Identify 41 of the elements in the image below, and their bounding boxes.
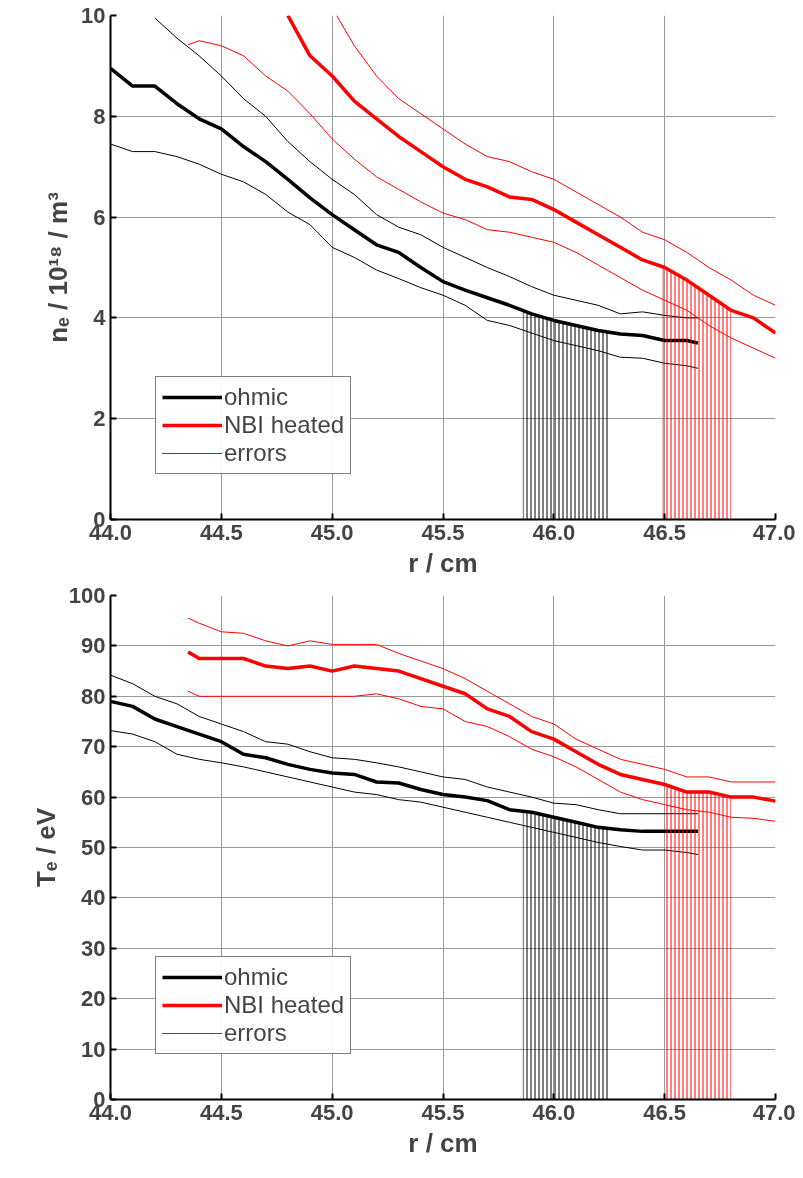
legend-label: ohmic: [224, 383, 289, 411]
line-series: [187, 617, 776, 783]
y-axis-title: nₑ / 10¹⁸ / m³: [43, 191, 74, 343]
x-tick-label: 44.5: [199, 1099, 243, 1125]
y-tick-label: 10: [81, 3, 106, 28]
y-axis-title: Tₑ / eV: [30, 807, 61, 888]
annotation: errors: [224, 439, 287, 467]
line-series: [186, 650, 776, 803]
y-tick-label: 70: [81, 734, 106, 760]
y-tick-label: 6: [93, 204, 106, 230]
y-tick-label: 40: [81, 885, 106, 911]
legend-label: NBI heated: [224, 411, 345, 439]
y-tick-label: 2: [93, 406, 106, 432]
y-tick-label: 60: [81, 784, 106, 810]
x-tick-label: 46.5: [643, 519, 687, 545]
y-tick-label: 10: [81, 1036, 106, 1062]
y-tick-label: 20: [81, 986, 106, 1012]
x-tick-label: 45.5: [421, 1099, 465, 1125]
y-tick-label: 30: [81, 935, 106, 961]
y-tick-label: 8: [93, 103, 106, 129]
x-axis-title: r / cm: [408, 547, 478, 578]
y-tick-label: 80: [81, 683, 106, 709]
x-tick-label: 46.5: [643, 1099, 687, 1125]
x-tick-label: 44.5: [199, 519, 243, 545]
y-tick-label: 100: [68, 583, 106, 608]
legend-label: NBI heated: [224, 991, 345, 1019]
x-tick-label: 46.0: [532, 519, 576, 545]
legend-label: ohmic: [224, 963, 289, 991]
y-tick-label: 90: [81, 633, 106, 659]
annotation: errors: [224, 1019, 287, 1047]
y-tick-label: 4: [93, 305, 107, 331]
x-tick-label: 45.5: [421, 519, 465, 545]
line-series: [336, 15, 776, 306]
x-tick-label: 45.0: [310, 1099, 354, 1125]
y-tick-label: 50: [81, 835, 106, 860]
x-axis-title: r / cm: [408, 1127, 478, 1158]
x-tick-label: 47.0: [752, 1099, 796, 1125]
line-series: [286, 15, 776, 335]
x-tick-label: 45.0: [310, 519, 354, 545]
x-tick-label: 46.0: [532, 1099, 576, 1125]
x-tick-label: 47.0: [752, 519, 796, 545]
